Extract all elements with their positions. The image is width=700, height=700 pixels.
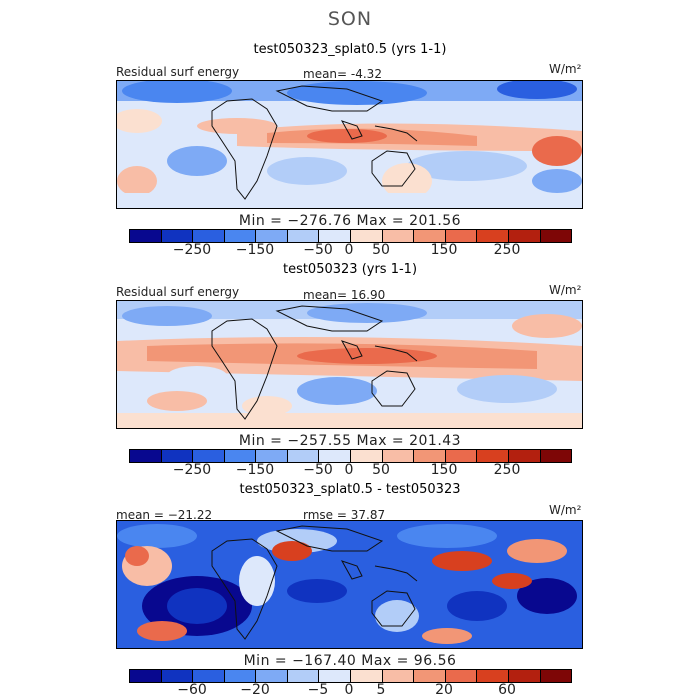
colorbar-swatch [319, 450, 352, 462]
panel-1-tick: 0 [344, 242, 354, 258]
panel-2-map [116, 300, 583, 429]
colorbar-swatch [445, 230, 478, 242]
colorbar-swatch [224, 450, 257, 462]
panel-2-title: test050323 (yrs 1-1) [282, 262, 418, 277]
panel-2-tick: 0 [344, 462, 354, 478]
colorbar-swatch [477, 230, 509, 242]
panel-3-tick: −60 [177, 682, 207, 698]
panel-2-tick: −250 [172, 462, 212, 478]
panel-1-tick-labels: −250 −150 −50 0 50 150 250 [129, 242, 570, 258]
panel-2-tick: −50 [303, 462, 333, 478]
panel-3-rmse-label: rmse = 37.87 [303, 508, 386, 522]
colorbar-swatch [193, 450, 225, 462]
panel-2-minmax: Min = −257.55 Max = 201.43 [238, 433, 462, 449]
colorbar-swatch [287, 670, 320, 682]
colorbar-swatch [414, 670, 446, 682]
colorbar-swatch [508, 230, 541, 242]
panel-1-tick: 150 [430, 242, 458, 258]
colorbar-swatch [477, 450, 509, 462]
panel-1-tick: −150 [235, 242, 275, 258]
colorbar-swatch [161, 670, 194, 682]
panel-1-tick: −50 [303, 242, 333, 258]
panel-2-mean-label: mean= 16.90 [303, 288, 386, 302]
panel-3-tick: 5 [376, 682, 386, 698]
colorbar-swatch [540, 230, 572, 242]
panel-3-tick: 60 [498, 682, 516, 698]
colorbar-swatch [161, 230, 194, 242]
colorbar-swatch [287, 450, 320, 462]
panel-3-tick: −20 [240, 682, 270, 698]
colorbar-swatch [256, 450, 288, 462]
panel-1-tick: −250 [172, 242, 212, 258]
colorbar-swatch [508, 670, 541, 682]
panel-1-variable-label: Residual surf energy [116, 65, 240, 79]
colorbar-swatch [540, 670, 572, 682]
panel-3-tick-labels: −60 −20 −5 0 5 20 60 [129, 682, 570, 698]
colorbar-swatch [224, 670, 257, 682]
colorbar-swatch [445, 450, 478, 462]
colorbar-swatch [382, 230, 415, 242]
panel-1-map [116, 80, 583, 209]
panel-2-tick: 50 [372, 462, 390, 478]
panel-3-units-label: W/m² [549, 503, 582, 517]
panel-3-title: test050323_splat0.5 - test050323 [239, 482, 461, 497]
colorbar-swatch [130, 230, 162, 242]
panel-2-tick: 250 [493, 462, 521, 478]
colorbar-swatch [477, 670, 509, 682]
colorbar-swatch [161, 450, 194, 462]
colorbar-swatch [445, 670, 478, 682]
panel-1-title: test050323_splat0.5 (yrs 1-1) [253, 42, 447, 57]
panel-1-tick: 250 [493, 242, 521, 258]
panel-3-minmax: Min = −167.40 Max = 96.56 [243, 653, 457, 669]
panel-1-units-label: W/m² [549, 62, 582, 76]
panel-3-tick: −5 [307, 682, 329, 698]
colorbar-swatch [193, 230, 225, 242]
panel-3-tick: 20 [435, 682, 453, 698]
panel-3-mean-label: mean = −21.22 [116, 508, 213, 522]
panel-3-tick: 0 [344, 682, 354, 698]
panel-1-colorbar [129, 229, 572, 243]
season-title: SON [327, 8, 373, 30]
colorbar-swatch [224, 230, 257, 242]
colorbar-swatch [319, 670, 352, 682]
colorbar-swatch [540, 450, 572, 462]
colorbar-swatch [382, 450, 415, 462]
panel-3-map [116, 520, 583, 649]
panel-2-tick: −150 [235, 462, 275, 478]
panel-1-minmax: Min = −276.76 Max = 201.56 [238, 213, 462, 229]
panel-2-variable-label: Residual surf energy [116, 285, 240, 299]
colorbar-swatch [130, 670, 162, 682]
colorbar-swatch [382, 670, 415, 682]
panel-2-tick: 150 [430, 462, 458, 478]
panel-2-tick-labels: −250 −150 −50 0 50 150 250 [129, 462, 570, 478]
colorbar-swatch [256, 230, 288, 242]
panel-2-units-label: W/m² [549, 283, 582, 297]
colorbar-swatch [351, 450, 383, 462]
colorbar-swatch [414, 230, 446, 242]
panel-1-mean-label: mean= -4.32 [303, 67, 382, 81]
colorbar-swatch [508, 450, 541, 462]
colorbar-swatch [319, 230, 352, 242]
panel-1-tick: 50 [372, 242, 390, 258]
panel-2-colorbar [129, 449, 572, 463]
colorbar-swatch [193, 670, 225, 682]
colorbar-swatch [130, 450, 162, 462]
colorbar-swatch [256, 670, 288, 682]
colorbar-swatch [351, 670, 383, 682]
colorbar-swatch [287, 230, 320, 242]
panel-3-colorbar [129, 669, 572, 683]
colorbar-swatch [414, 450, 446, 462]
colorbar-swatch [351, 230, 383, 242]
